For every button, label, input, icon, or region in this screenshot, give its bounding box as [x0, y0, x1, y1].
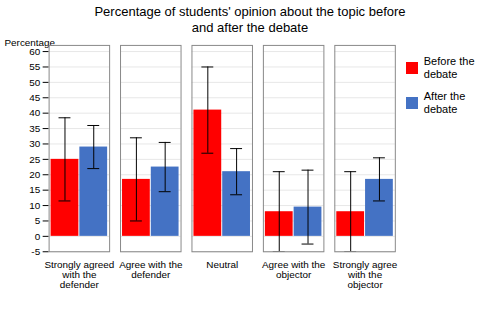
svg-text:25: 25 [29, 154, 41, 165]
svg-text:55: 55 [29, 61, 41, 72]
svg-text:0: 0 [35, 231, 41, 242]
svg-text:Strongly agreewith theobjector: Strongly agreewith theobjector [333, 259, 398, 290]
svg-text:40: 40 [29, 108, 41, 119]
svg-text:15: 15 [29, 185, 41, 196]
svg-text:Neutral: Neutral [206, 259, 238, 270]
svg-text:5: 5 [35, 215, 41, 226]
svg-text:Percentage: Percentage [4, 37, 55, 48]
svg-text:-5: -5 [31, 246, 40, 257]
svg-text:35: 35 [29, 123, 41, 134]
svg-text:20: 20 [29, 169, 41, 180]
svg-text:45: 45 [29, 92, 41, 103]
html-text:Before the debate: Before the debate [423, 55, 475, 80]
html-text:Percentage of students' opinio: Percentage of students' opinion about th… [94, 4, 406, 35]
svg-text:Agree with thedefender: Agree with thedefender [119, 259, 183, 280]
html-text:After the debate: After the debate [423, 90, 466, 116]
svg-text:60: 60 [29, 45, 41, 57]
svg-text:Strongly agreedwith thedefende: Strongly agreedwith thedefender [44, 259, 114, 290]
svg-text:50: 50 [29, 77, 41, 88]
svg-text:30: 30 [29, 138, 41, 149]
svg-text:10: 10 [29, 200, 41, 211]
svg-text:Agree with theobjector: Agree with theobjector [262, 259, 326, 280]
